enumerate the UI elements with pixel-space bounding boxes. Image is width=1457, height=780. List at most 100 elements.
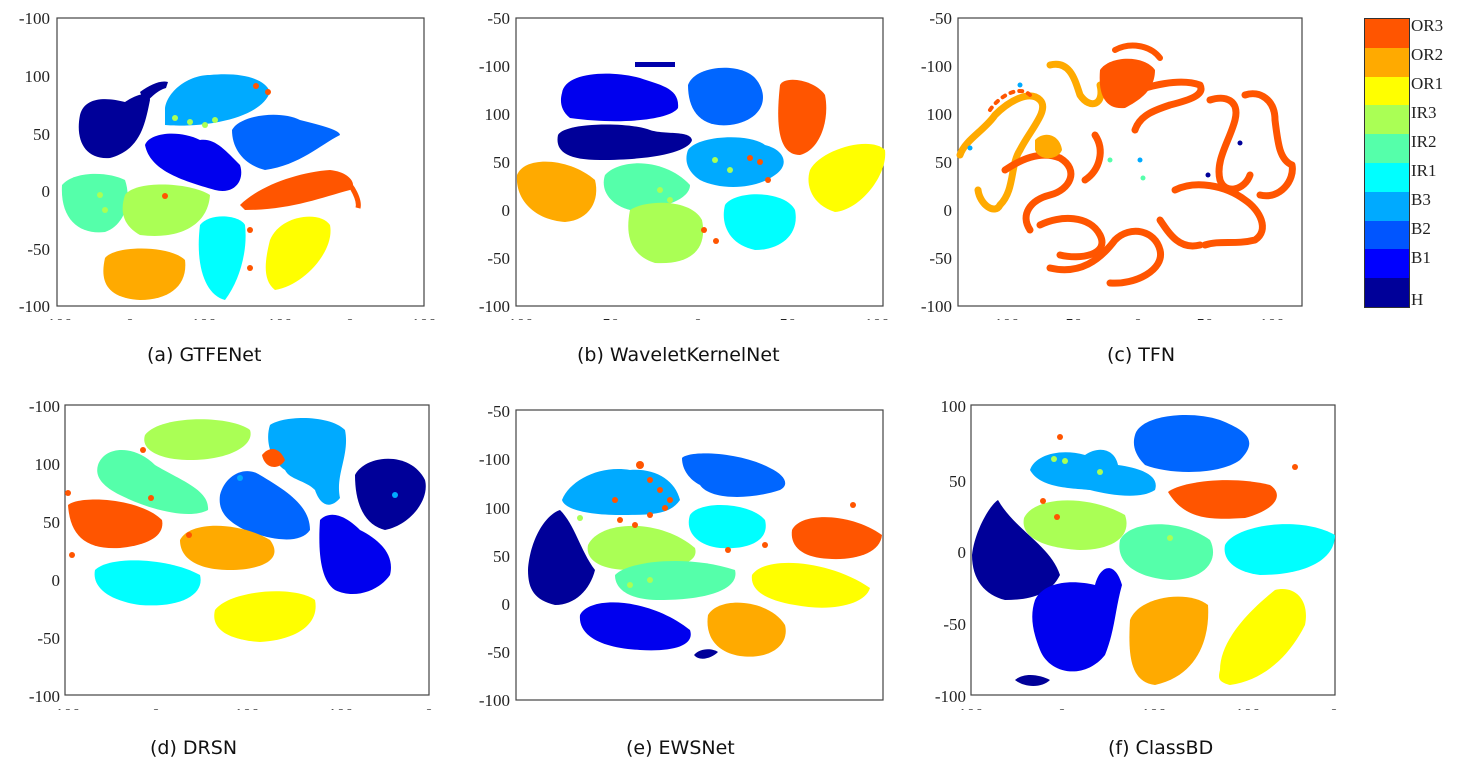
svg-text:50: 50: [780, 315, 797, 320]
legend-label-or1: OR1: [1411, 74, 1444, 93]
panel-b: -50 -100 100 50 0 -50 -100 -100 -50 0 50 100: [450, 0, 890, 334]
svg-text:0: 0: [126, 315, 135, 320]
panel-c: -50 -100 100 50 0 -50 -100 -100 -50 0 50 100: [900, 0, 1360, 334]
svg-text:-100: -100: [921, 297, 952, 316]
svg-text:100: 100: [411, 315, 437, 320]
colorbar-swatch-or3: [1365, 19, 1409, 48]
legend-label-ir2: IR2: [1411, 132, 1437, 151]
svg-text:-50: -50: [487, 402, 510, 421]
svg-text:0: 0: [425, 705, 434, 710]
colorbar-swatch-ir2: [1365, 134, 1409, 163]
svg-text:50: 50: [33, 125, 50, 144]
svg-text:0: 0: [502, 595, 511, 614]
svg-text:-100: -100: [952, 705, 983, 710]
colorbar-swatch-b1: [1365, 249, 1409, 279]
caption-b: (b) WaveletKernelNet: [577, 344, 780, 366]
colorbar-swatch-or2: [1365, 47, 1409, 77]
svg-text:0: 0: [346, 315, 355, 320]
colorbar-swatch-b2: [1365, 220, 1409, 250]
legend-label-ir1: IR1: [1411, 161, 1437, 180]
caption-e: (e) EWSNet: [626, 737, 735, 759]
svg-text:-50: -50: [929, 9, 952, 28]
svg-text:-100: -100: [322, 705, 353, 710]
caption-d: (d) DRSN: [150, 737, 238, 759]
svg-text:100: 100: [35, 455, 61, 474]
svg-text:-100: -100: [19, 297, 50, 316]
svg-text:50: 50: [1197, 315, 1214, 320]
svg-text:100: 100: [864, 315, 890, 320]
svg-text:-50: -50: [929, 249, 952, 268]
svg-text:-100: -100: [261, 315, 292, 320]
legend-label-b1: B1: [1411, 248, 1431, 267]
svg-text:50: 50: [493, 153, 510, 172]
caption-c: (c) TFN: [1107, 344, 1176, 366]
legend-label-b2: B2: [1411, 219, 1431, 238]
colorbar-swatch-h: [1365, 278, 1409, 307]
colorbar-swatch-b3: [1365, 191, 1409, 221]
svg-text:100: 100: [234, 705, 260, 710]
svg-text:0: 0: [944, 201, 953, 220]
caption-a: (a) GTFENet: [147, 344, 262, 366]
svg-text:-100: -100: [49, 705, 80, 710]
svg-text:-50: -50: [487, 9, 510, 28]
svg-text:-100: -100: [479, 57, 510, 76]
caption-f: (f) ClassBD: [1108, 737, 1214, 759]
svg-text:0: 0: [152, 705, 161, 710]
svg-text:-50: -50: [487, 643, 510, 662]
svg-text:-50: -50: [597, 315, 620, 320]
svg-text:100: 100: [25, 67, 51, 86]
svg-text:0: 0: [502, 201, 511, 220]
colorbar-swatch-ir3: [1365, 105, 1409, 135]
scatter-plot-b: -50 -100 100 50 0 -50 -100 -100 -50 0 50 100: [479, 9, 890, 334]
panel-d: -100 100 50 0 -50 -100 -100 0 100 -100 0: [0, 390, 440, 724]
svg-text:0: 0: [694, 315, 703, 320]
panel-a: -100 100 50 0 -50 -100 -100 0 100 -100 0 100: [0, 0, 440, 334]
svg-text:0: 0: [1058, 705, 1067, 710]
legend-label-h: H: [1411, 290, 1424, 309]
scatter-plot-d: -100 100 50 0 -50 -100 -100 0 100 -100 0: [29, 397, 434, 724]
svg-text:-100: -100: [29, 687, 60, 706]
svg-text:-100: -100: [1229, 705, 1260, 710]
svg-text:0: 0: [52, 571, 61, 590]
svg-text:-50: -50: [1060, 315, 1083, 320]
colorbar-swatch-ir1: [1365, 162, 1409, 192]
svg-text:100: 100: [1141, 705, 1167, 710]
svg-text:-100: -100: [935, 687, 966, 706]
scatter-plot-c: -50 -100 100 50 0 -50 -100 -100 -50 0 50 100: [921, 9, 1303, 334]
svg-text:100: 100: [1259, 315, 1285, 320]
svg-text:-100: -100: [479, 450, 510, 469]
svg-text:100: 100: [485, 105, 511, 124]
svg-text:-100: -100: [29, 397, 60, 416]
scatter-plot-f: 100 50 0 -50 -100 -100 0 100 -100 0: [935, 397, 1339, 724]
scatter-plot-a: -100 100 50 0 -50 -100 -100 0 100 -100 0 100: [19, 9, 437, 334]
colorbar-swatch-or1: [1365, 76, 1409, 106]
svg-text:100: 100: [927, 105, 953, 124]
svg-text:100: 100: [485, 499, 511, 518]
svg-text:-100: -100: [479, 297, 510, 316]
svg-text:-50: -50: [37, 629, 60, 648]
legend-label-or2: OR2: [1411, 45, 1444, 64]
svg-text:-100: -100: [19, 9, 50, 28]
svg-text:-100: -100: [502, 315, 533, 320]
svg-text:50: 50: [43, 513, 60, 532]
svg-text:-50: -50: [487, 249, 510, 268]
legend-label-ir3: IR3: [1411, 103, 1437, 122]
svg-text:50: 50: [493, 547, 510, 566]
svg-text:-100: -100: [479, 691, 510, 710]
svg-text:0: 0: [42, 182, 51, 201]
svg-text:-100: -100: [41, 315, 72, 320]
svg-text:-100: -100: [921, 57, 952, 76]
svg-text:-50: -50: [943, 615, 966, 634]
svg-text:50: 50: [949, 472, 966, 491]
svg-text:100: 100: [941, 397, 967, 416]
svg-text:0: 0: [1134, 315, 1143, 320]
svg-text:-50: -50: [27, 240, 50, 259]
colorbar-legend: [1364, 18, 1410, 308]
legend-label-or3: OR3: [1411, 16, 1444, 35]
svg-text:0: 0: [1330, 705, 1339, 710]
svg-text:100: 100: [191, 315, 217, 320]
svg-text:0: 0: [958, 543, 967, 562]
svg-text:-100: -100: [988, 315, 1019, 320]
